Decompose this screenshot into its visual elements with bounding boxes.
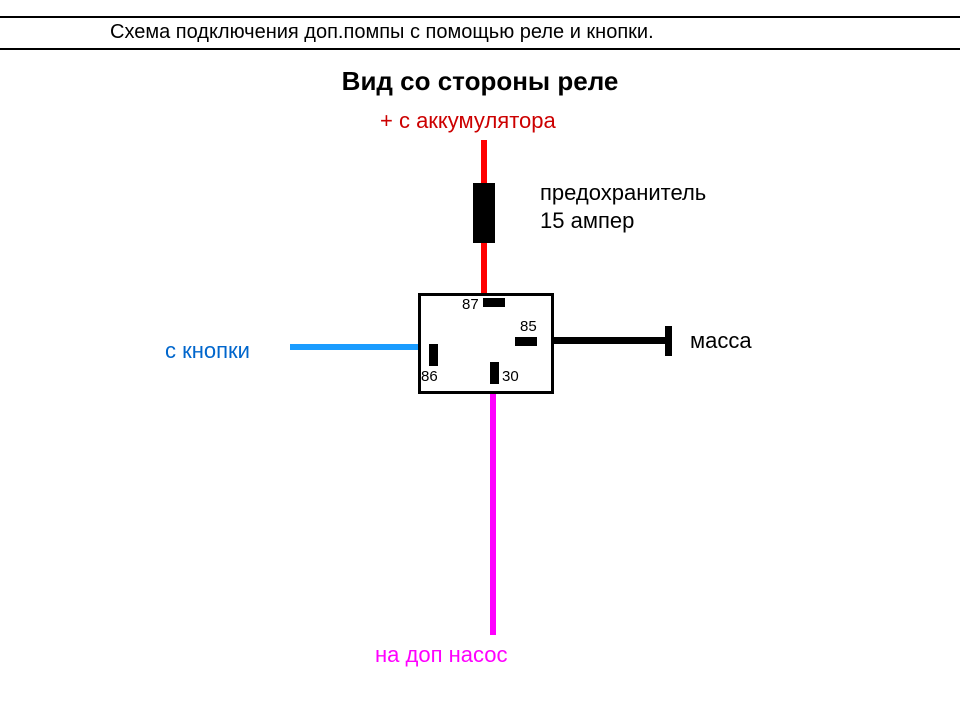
pin-86 — [429, 344, 438, 366]
wire-pump — [490, 380, 496, 635]
diagram-title: Вид со стороны реле — [0, 66, 960, 97]
label-button: с кнопки — [165, 338, 250, 364]
rule-bottom — [0, 48, 960, 50]
diagram-canvas: Схема подключения доп.помпы с помощью ре… — [0, 0, 960, 720]
pin-85 — [515, 337, 537, 346]
label-fuse-line1: предохранитель — [540, 180, 706, 206]
pin-label-86: 86 — [421, 368, 438, 385]
wire-ground-cap — [665, 326, 672, 356]
rule-top — [0, 16, 960, 18]
fuse-block — [473, 183, 495, 243]
label-fuse-line2: 15 ампер — [540, 208, 634, 234]
label-pump: на доп насос — [375, 642, 507, 668]
wire-button — [290, 344, 435, 350]
pin-87 — [483, 298, 505, 307]
label-battery: + с аккумулятора — [380, 108, 556, 134]
pin-30 — [490, 362, 499, 384]
pin-label-30: 30 — [502, 368, 519, 385]
label-ground: масса — [690, 328, 752, 354]
pin-label-85: 85 — [520, 318, 537, 335]
pin-label-87: 87 — [462, 296, 479, 313]
header-caption: Схема подключения доп.помпы с помощью ре… — [110, 21, 654, 44]
